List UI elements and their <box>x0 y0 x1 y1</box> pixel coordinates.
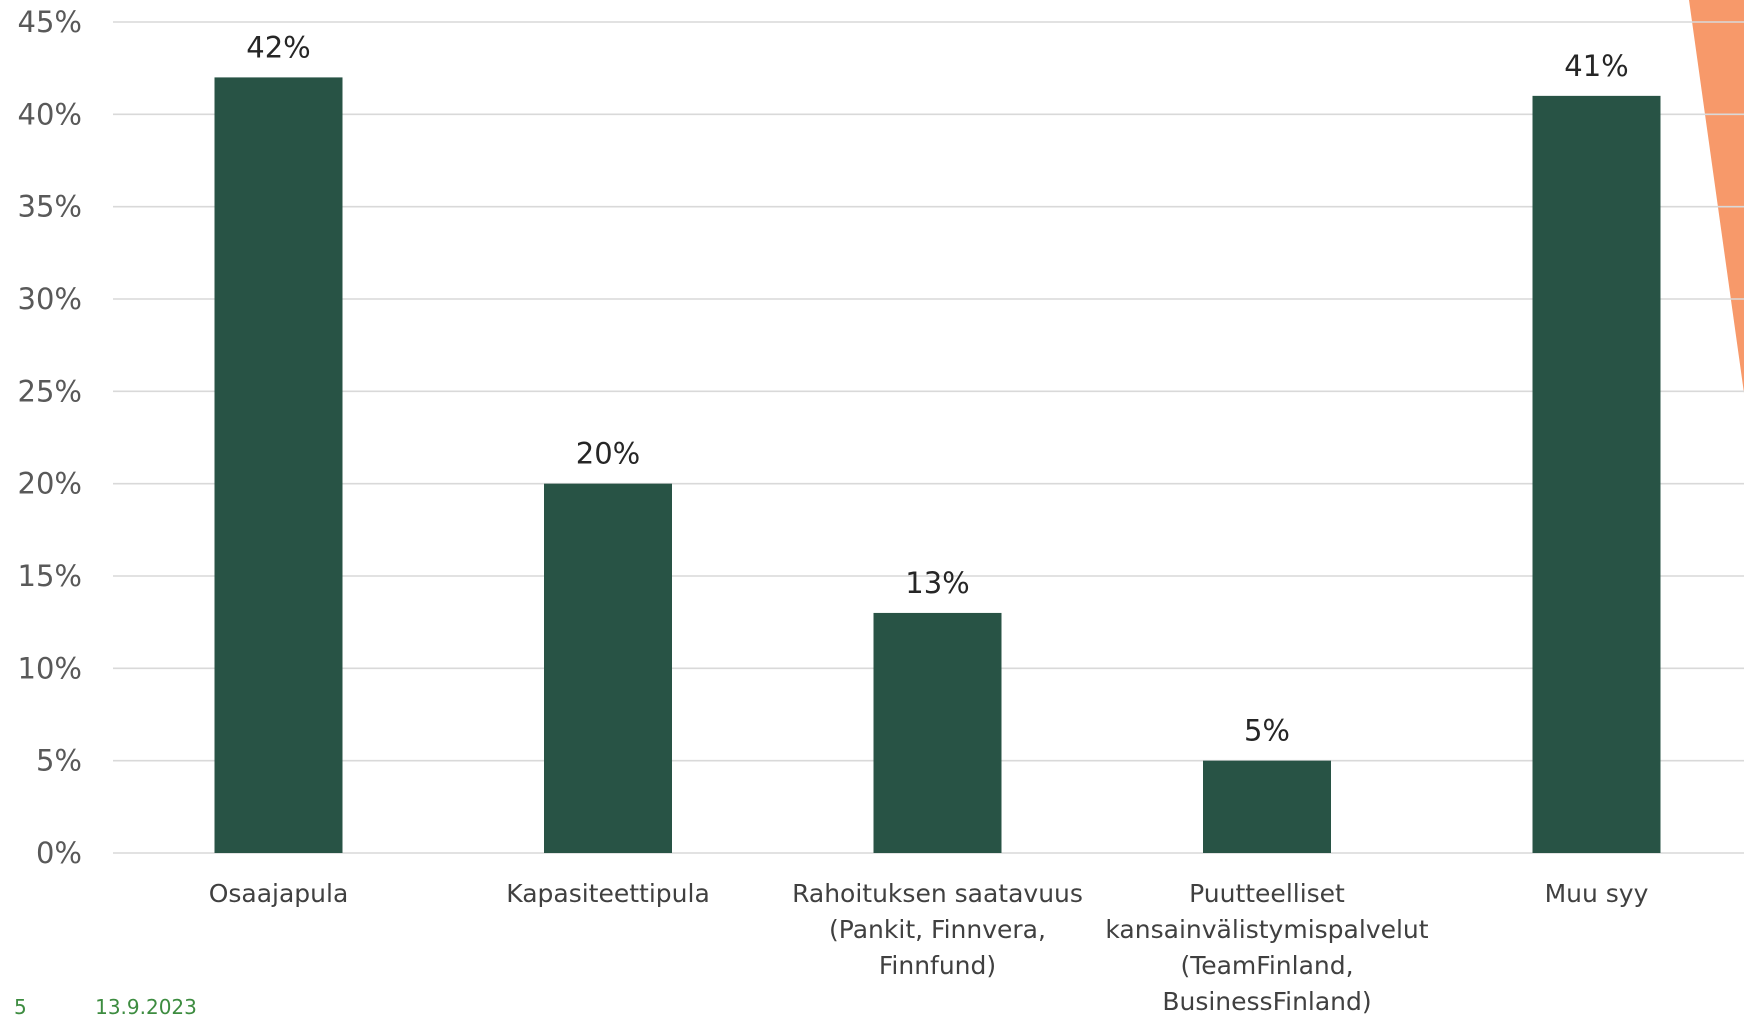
y-tick-label: 10% <box>18 651 82 685</box>
footer-date: 13.9.2023 <box>95 995 197 1019</box>
y-tick-label: 0% <box>36 836 82 870</box>
bar <box>873 612 1002 853</box>
data-label: 5% <box>1244 714 1290 748</box>
x-tick-label: Osaajapula <box>209 879 349 908</box>
bars <box>214 77 1661 853</box>
x-tick-label: Muu syy <box>1545 879 1649 908</box>
data-label: 41% <box>1564 49 1628 83</box>
data-label: 42% <box>246 30 310 64</box>
bar <box>1532 95 1661 853</box>
y-tick-label: 45% <box>18 5 82 39</box>
bar <box>214 77 343 853</box>
decorative-accent-shape <box>1689 0 1744 393</box>
y-tick-label: 15% <box>18 559 82 593</box>
y-tick-label: 20% <box>18 467 82 501</box>
y-tick-label: 30% <box>18 282 82 316</box>
data-label: 20% <box>576 437 640 471</box>
y-axis-ticks: 0% 5% 10% 15% 20% 25% 30% 35% 40% 45% <box>18 5 82 870</box>
x-axis-categories: Osaajapula Kapasiteettipula Rahoituksen sa… <box>209 879 1649 1015</box>
page-number: 5 <box>14 995 27 1019</box>
y-tick-label: 25% <box>18 374 82 408</box>
gridlines <box>113 21 1744 854</box>
x-tick-label: Kapasiteettipula <box>506 879 710 908</box>
y-tick-label: 5% <box>36 744 82 778</box>
slide-footer: 5 13.9.2023 <box>14 996 197 1018</box>
y-tick-label: 40% <box>18 97 82 131</box>
y-tick-label: 35% <box>18 190 82 224</box>
bar <box>1203 760 1331 853</box>
x-tick-label: Puutteelliset kansainvälistymispalvelut (T… <box>1105 879 1428 1015</box>
bar <box>544 483 672 853</box>
x-tick-label: Rahoituksen saatavuus (Pankit, Finnvera, F… <box>792 879 1083 980</box>
data-labels: 42% 20% 13% 5% 41% <box>246 30 1628 747</box>
data-label: 13% <box>905 566 969 600</box>
